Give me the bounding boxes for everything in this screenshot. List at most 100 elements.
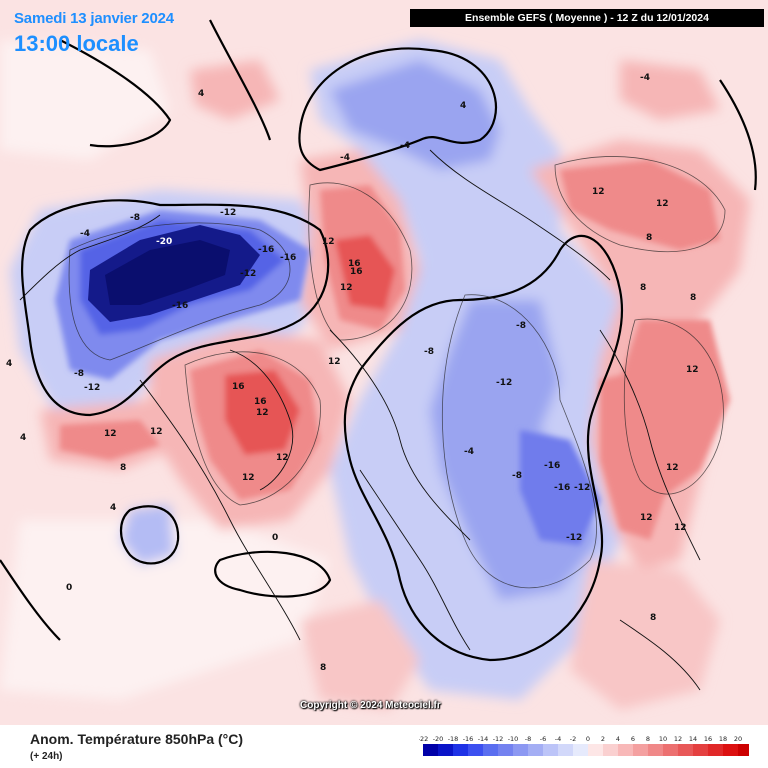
contour-label: -16 [258, 245, 274, 255]
contour-label: 0 [66, 583, 72, 593]
cold-core-extreme [105, 240, 230, 305]
contour-label: -16 [544, 461, 560, 471]
contour-label: -12 [220, 208, 236, 218]
legend-color-cell [603, 744, 618, 756]
legend-tick-label: -2 [570, 735, 576, 743]
legend-color-cell [678, 744, 693, 756]
contour-label: 12 [674, 523, 687, 533]
neutral-region [0, 40, 170, 160]
contour-label: 8 [690, 293, 696, 303]
coastline [359, 469, 471, 651]
isoline [184, 351, 321, 506]
warm-region-mid [560, 160, 720, 250]
warm-region-light [190, 60, 280, 120]
legend-tick-label: -22 [419, 735, 428, 743]
contour-labels: -20 -16 -16 -16 -12 -12 -12 -8 -8 -4 -4 … [6, 73, 699, 673]
legend-color-cell [483, 744, 498, 756]
zero-contour-line [343, 234, 624, 662]
legend-color-cell [528, 744, 543, 756]
contour-label: 16 [232, 382, 245, 392]
legend-tick-label: -18 [448, 735, 459, 743]
isoline [441, 294, 597, 589]
zero-contour-line [0, 559, 61, 641]
contour-label: -4 [80, 229, 90, 239]
contour-label: -12 [496, 378, 512, 388]
contour-label: 12 [656, 199, 669, 209]
contour-label: 12 [322, 237, 335, 247]
contour-label: -16 [280, 253, 296, 263]
contour-label: 0 [272, 533, 278, 543]
legend-tick-label: 8 [646, 735, 650, 743]
legend-color-cell [648, 744, 663, 756]
contour-label: 4 [20, 433, 26, 443]
contour-label: 12 [104, 429, 117, 439]
contour-label: 8 [646, 233, 652, 243]
contour-label: -12 [574, 483, 590, 493]
map-area: -20 -16 -16 -16 -12 -12 -12 -8 -8 -4 -4 … [0, 0, 768, 725]
legend-color-cell [588, 744, 603, 756]
contour-label: 12 [256, 408, 269, 418]
legend-tick-label: 14 [689, 735, 697, 743]
copyright-notice: Copyright © 2024 Meteociel.fr [300, 700, 441, 711]
legend-color-cell [438, 744, 453, 756]
contour-label: -12 [84, 383, 100, 393]
legend-tick-label: 0 [586, 735, 590, 743]
isoline [308, 182, 413, 341]
neutral-region [0, 520, 330, 700]
isoline [623, 318, 724, 495]
contour-label: 12 [242, 473, 255, 483]
legend-tick-label: -20 [433, 735, 444, 743]
legend-color-cell [663, 744, 678, 756]
zero-contour-line [209, 19, 272, 141]
contour-label: -8 [512, 471, 522, 481]
legend-color-cell [513, 744, 528, 756]
warm-region-mid [60, 420, 160, 460]
legend-color-cell [558, 744, 573, 756]
contour-label: -8 [74, 369, 84, 379]
contour-label: 4 [6, 359, 12, 369]
coastline [329, 329, 471, 541]
isoline [554, 156, 726, 252]
contour-label: 4 [198, 89, 204, 99]
legend-color-cell [453, 744, 468, 756]
contour-label: -8 [424, 347, 434, 357]
zero-contour-line [298, 47, 498, 172]
legend-color-cell [468, 744, 483, 756]
contour-label: 4 [460, 101, 466, 111]
legend-tick-label: 6 [631, 735, 635, 743]
warm-region-strong [335, 235, 395, 310]
legend-color-cell [498, 744, 513, 756]
field-title: Anom. Température 850hPa (°C) [30, 731, 244, 747]
contour-label: 12 [640, 513, 653, 523]
contour-label: -12 [240, 269, 256, 279]
legend-color-cell [423, 744, 438, 756]
contour-label: 12 [592, 187, 605, 197]
warm-region-light [300, 600, 420, 710]
contour-label: 12 [328, 357, 341, 367]
contour-label: -4 [400, 141, 410, 151]
isoline [68, 222, 291, 361]
legend-tick-label: -4 [555, 735, 561, 743]
date-title: Samedi 13 janvier 2024 [14, 10, 174, 27]
contour-label: 8 [640, 283, 646, 293]
contour-label: 12 [340, 283, 353, 293]
contour-label: 16 [254, 397, 267, 407]
coastline [229, 349, 294, 491]
legend-tick-label: -8 [525, 735, 531, 743]
legend-tick-label: 2 [601, 735, 605, 743]
legend-tick-label: -14 [478, 735, 489, 743]
contour-label: -8 [516, 321, 526, 331]
legend-color-cell [633, 744, 648, 756]
contour-label: -8 [130, 213, 140, 223]
legend-tick-label: 4 [616, 735, 620, 743]
legend-tick-label: 20 [734, 735, 742, 743]
legend-color-cell [738, 744, 749, 756]
legend-tick-label: 16 [704, 735, 712, 743]
local-time-title: 13:00 locale [14, 31, 139, 56]
coastline [429, 149, 611, 281]
contour-label: -12 [566, 533, 582, 543]
legend-color-cell [708, 744, 723, 756]
contour-label: 8 [650, 613, 656, 623]
contour-label: -4 [464, 447, 474, 457]
contour-label: 12 [666, 463, 679, 473]
